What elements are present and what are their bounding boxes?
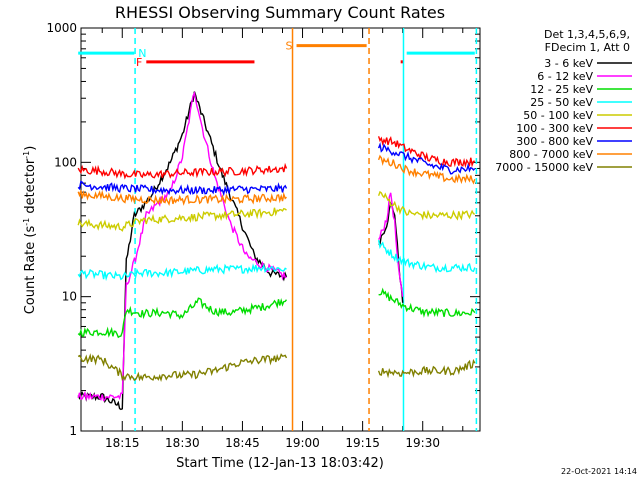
legend: Det 1,3,4,5,6,9, FDecim 1, Att 0 3 - 6 k… <box>495 28 632 174</box>
timestamp: 22-Oct-2021 14:14 <box>561 467 637 476</box>
axis-ticks <box>81 27 480 432</box>
x-tick-label: 19:00 <box>285 436 320 450</box>
series-line-100-300-kev <box>77 162 288 180</box>
legend-label: 6 - 12 keV <box>537 70 593 83</box>
plot-frame <box>80 27 481 432</box>
series-line-3-6-kev <box>77 91 288 411</box>
series-line-800-7000-kev <box>377 154 476 185</box>
legend-label: 25 - 50 keV <box>530 96 593 109</box>
legend-label: 300 - 800 keV <box>516 135 593 148</box>
legend-label: 800 - 7000 keV <box>509 148 593 161</box>
plot-border <box>80 27 481 432</box>
series-line-300-800-kev <box>77 180 288 197</box>
x-axis-label: Start Time (12-Jan-13 18:03:42) <box>176 456 384 471</box>
series-line-7000-15000-kev <box>77 353 288 383</box>
flag-label-n: N <box>138 47 146 60</box>
legend-header-2: FDecim 1, Att 0 <box>545 41 630 54</box>
x-tick-labels: 18:15 18:30 18:45 19:00 19:15 19:30 <box>105 436 440 450</box>
series-line-7000-15000-kev <box>377 358 476 379</box>
y-tick-label: 10 <box>62 290 77 304</box>
y-tick-label: 100 <box>54 155 77 169</box>
x-tick-label: 18:45 <box>225 436 260 450</box>
chart-title: RHESSI Observing Summary Count Rates <box>115 3 445 22</box>
series-line-100-300-kev <box>377 135 475 169</box>
legend-label: 7000 - 15000 keV <box>495 161 593 174</box>
series-line-25-50-kev <box>377 239 476 274</box>
legend-label: 12 - 25 keV <box>530 83 593 96</box>
series-line-6-12-kev <box>378 192 404 297</box>
series-line-6-12-kev <box>77 90 287 402</box>
y-tick-label: 1000 <box>46 21 77 35</box>
series-lines <box>77 90 476 411</box>
y-axis-label: Count Rate (s-1 detector-1) <box>22 146 38 315</box>
series-line-50-100-kev <box>77 207 287 232</box>
flag-label-s: S <box>286 40 293 53</box>
legend-label: 3 - 6 keV <box>544 57 593 70</box>
interval-lines <box>134 28 478 431</box>
series-line-12-25-kev <box>378 287 476 318</box>
flag-bars: NF S <box>78 40 475 69</box>
legend-header-1: Det 1,3,4,5,6,9, <box>544 28 630 41</box>
x-tick-label: 18:15 <box>105 436 140 450</box>
series-line-300-800-kev <box>377 141 476 175</box>
legend-label: 100 - 300 keV <box>516 122 593 135</box>
x-tick-label: 18:30 <box>165 436 200 450</box>
x-tick-label: 19:15 <box>345 436 380 450</box>
series-line-50-100-kev <box>377 190 476 221</box>
y-tick-label: 1 <box>69 424 77 438</box>
legend-label: 50 - 100 keV <box>523 109 593 122</box>
series-line-12-25-kev <box>77 297 288 339</box>
series-line-800-7000-kev <box>77 189 287 206</box>
flag-label-f: F <box>136 56 142 69</box>
y-tick-labels: 1 10 100 1000 <box>46 21 77 438</box>
series-line-25-50-kev <box>77 263 287 282</box>
x-tick-label: 19:30 <box>405 436 440 450</box>
